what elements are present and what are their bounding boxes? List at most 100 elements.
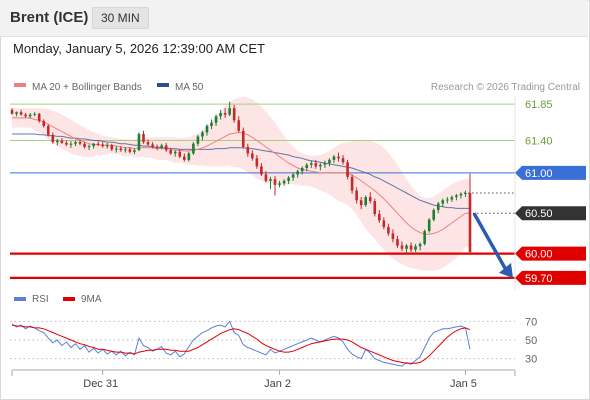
timeframe-button[interactable]: 30 MIN [92, 7, 149, 29]
candle-69 [323, 160, 327, 168]
candle-79 [368, 192, 372, 204]
candle-body-40 [192, 143, 195, 154]
candle-99 [459, 192, 463, 199]
candle-body-76 [355, 190, 358, 201]
candle-88 [409, 242, 413, 253]
candle-75 [350, 174, 354, 194]
candle-72 [337, 152, 340, 162]
candle-101 [468, 173, 472, 254]
rsi-legend-label-1: 9MA [81, 294, 102, 305]
candle-body-3 [24, 114, 27, 117]
candle-body-48 [228, 108, 231, 115]
candle-body-81 [378, 214, 381, 221]
candle-body-18 [92, 143, 95, 147]
candle-body-86 [400, 245, 404, 249]
level-tag-4 [515, 270, 586, 285]
candle-29 [142, 130, 145, 144]
candle-body-92 [427, 219, 431, 232]
candle-31 [151, 142, 154, 149]
header-bar: Brent (ICE) 30 MIN [0, 0, 588, 37]
candle-32 [155, 144, 159, 151]
candle-71 [332, 155, 336, 164]
level-label-1: 61.40 [525, 135, 553, 147]
candle-body-11 [60, 140, 64, 143]
candle-body-71 [332, 156, 336, 160]
candle-13 [69, 141, 73, 148]
candle-body-38 [183, 156, 186, 160]
rsi-ma-line [11, 324, 471, 364]
candle-84 [391, 229, 395, 243]
candle-body-43 [205, 125, 209, 133]
candle-body-89 [414, 246, 417, 250]
candle-30 [146, 139, 150, 147]
candle-body-70 [328, 159, 331, 164]
candle-62 [291, 172, 295, 181]
candle-51 [241, 127, 245, 149]
candle-67 [314, 159, 318, 169]
candle-body-28 [137, 134, 141, 151]
legend-swatch-0 [14, 83, 26, 87]
candle-26 [128, 146, 132, 154]
candle-23 [114, 146, 118, 153]
candle-body-83 [387, 226, 390, 234]
candle-60 [282, 179, 286, 186]
candle-body-16 [83, 143, 86, 147]
candle-81 [378, 209, 381, 223]
legend-swatch-1 [157, 83, 169, 87]
candle-body-0 [10, 109, 14, 114]
candle-body-1 [15, 112, 18, 114]
candle-64 [300, 166, 304, 175]
candle-17 [87, 144, 91, 151]
candle-body-99 [459, 193, 463, 196]
candle-92 [427, 218, 431, 233]
candle-11 [60, 138, 64, 144]
candle-34 [164, 142, 168, 152]
candle-body-8 [46, 125, 50, 135]
candle-body-30 [146, 142, 150, 145]
candle-body-84 [391, 233, 395, 240]
candle-46 [219, 109, 222, 120]
candle-94 [436, 201, 440, 214]
candle-body-49 [232, 108, 236, 121]
candle-body-10 [56, 140, 59, 143]
candle-83 [387, 223, 390, 236]
ma50-line [12, 133, 470, 209]
candle-body-94 [436, 203, 440, 210]
candle-76 [355, 187, 358, 204]
candle-body-79 [368, 197, 372, 202]
candle-body-72 [337, 156, 340, 159]
candle-body-80 [373, 201, 377, 215]
candle-16 [83, 142, 86, 149]
candle-body-9 [51, 134, 55, 143]
candle-97 [450, 195, 454, 202]
candle-body-98 [455, 195, 458, 198]
current-price-tag [515, 206, 586, 221]
legend-label-0: MA 20 + Bollinger Bands [32, 82, 142, 93]
candle-87 [405, 243, 408, 254]
candle-44 [210, 119, 213, 130]
candle-body-82 [382, 220, 386, 227]
x-tick-label-2: Jan 5 [450, 378, 477, 390]
candle-body-101 [468, 193, 472, 253]
candle-50 [237, 116, 241, 133]
candle-59 [278, 180, 281, 188]
candle-28 [137, 132, 141, 151]
candle-body-53 [251, 153, 254, 159]
candle-57 [269, 176, 272, 189]
candle-body-55 [260, 166, 263, 175]
ma20-line [12, 117, 470, 235]
forecast-arrow-head [499, 262, 513, 278]
candle-58 [273, 176, 277, 196]
candle-19 [96, 141, 100, 147]
rsi-tick-label-0: 70 [525, 316, 537, 328]
candle-8 [46, 124, 50, 137]
level-label-0: 61.85 [525, 99, 553, 111]
candle-body-19 [96, 143, 100, 145]
candle-body-5 [33, 113, 36, 115]
candle-14 [74, 140, 77, 147]
candle-6 [37, 113, 41, 123]
candle-12 [65, 140, 68, 147]
candle-40 [192, 142, 195, 156]
candle-body-37 [178, 151, 182, 157]
